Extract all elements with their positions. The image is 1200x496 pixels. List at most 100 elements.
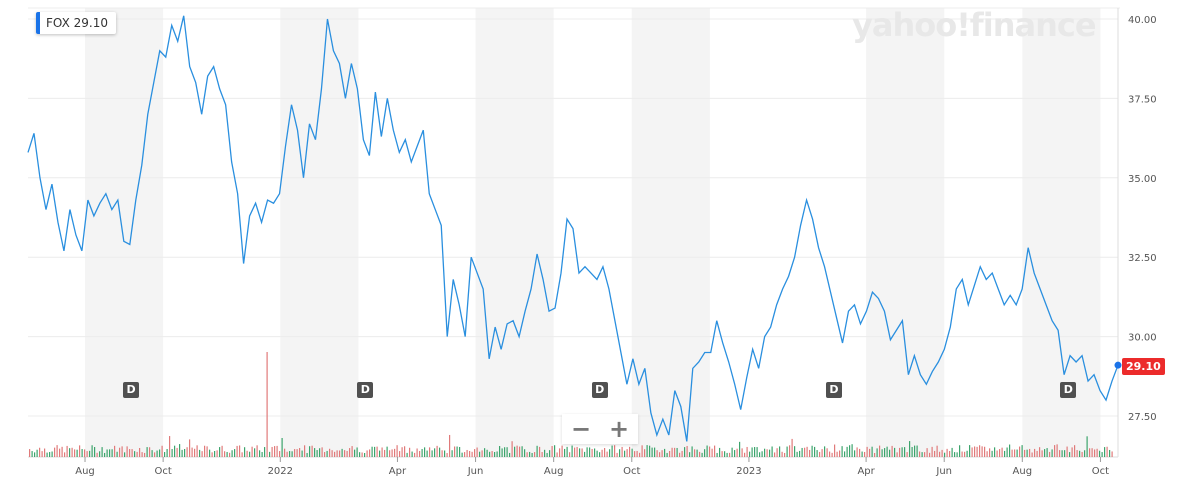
- volume-bar: [531, 452, 533, 457]
- volume-bar: [501, 448, 503, 457]
- volume-bar: [486, 449, 488, 457]
- volume-bar: [991, 450, 993, 457]
- volume-bar: [744, 452, 746, 457]
- volume-bar: [64, 452, 66, 457]
- volume-bar: [316, 450, 318, 457]
- volume-bar: [89, 450, 91, 457]
- dividend-marker[interactable]: D: [1060, 382, 1077, 398]
- volume-bar: [674, 447, 676, 457]
- volume-bar: [754, 447, 756, 457]
- volume-bar: [211, 452, 213, 457]
- dividend-marker[interactable]: D: [357, 382, 374, 398]
- volume-bar: [779, 446, 781, 457]
- volume-bar: [791, 438, 793, 457]
- zoom-in-button[interactable]: +: [608, 415, 630, 443]
- volume-bar: [311, 445, 313, 457]
- volume-bar: [536, 445, 538, 457]
- volume-bar: [864, 451, 866, 457]
- volume-bar: [176, 447, 178, 457]
- volume-bar: [839, 450, 841, 457]
- volume-bar: [326, 450, 328, 457]
- volume-bar: [804, 447, 806, 457]
- volume-bar: [844, 451, 846, 457]
- volume-bar: [966, 450, 968, 457]
- volume-bar: [981, 446, 983, 457]
- volume-bar: [44, 448, 46, 457]
- volume-bar: [606, 451, 608, 457]
- volume-bar: [221, 445, 223, 457]
- volume-bar: [281, 438, 283, 457]
- volume-bar: [1031, 452, 1033, 457]
- volume-bar: [159, 449, 161, 457]
- volume-bar: [1084, 450, 1086, 457]
- volume-bar: [581, 448, 583, 457]
- volume-bar: [309, 446, 311, 457]
- volume-bar: [241, 452, 243, 457]
- volume-bar: [224, 451, 226, 457]
- dividend-marker[interactable]: D: [123, 382, 140, 398]
- volume-bar: [54, 447, 56, 457]
- volume-bar: [334, 451, 336, 457]
- volume-bar: [71, 447, 73, 457]
- volume-bar: [151, 450, 153, 457]
- volume-bar: [524, 449, 526, 457]
- volume-bar: [619, 449, 621, 457]
- volume-bar: [1024, 449, 1026, 457]
- volume-bar: [546, 452, 548, 457]
- volume-bar: [499, 446, 501, 457]
- volume-bar: [256, 445, 258, 457]
- volume-bar: [51, 451, 53, 457]
- x-tick-label: Apr: [857, 466, 875, 477]
- volume-bar: [231, 450, 233, 457]
- volume-bar: [721, 451, 723, 457]
- volume-bar: [361, 452, 363, 457]
- price-line: [27, 15, 1119, 442]
- volume-bar: [351, 446, 353, 457]
- volume-bar: [554, 445, 556, 457]
- volume-bar: [1016, 449, 1018, 457]
- volume-bar: [529, 451, 531, 457]
- volume-bar: [726, 452, 728, 457]
- volume-bar: [974, 446, 976, 457]
- volume-bar: [836, 451, 838, 457]
- y-tick-label: 30.00: [1128, 333, 1157, 344]
- volume-bar: [689, 452, 691, 457]
- volume-bar: [789, 445, 791, 457]
- volume-bar: [374, 446, 376, 457]
- zoom-out-button[interactable]: −: [570, 415, 592, 443]
- volume-bar: [849, 445, 851, 457]
- volume-bar: [771, 446, 773, 457]
- volume-bar: [421, 449, 423, 457]
- volume-bar: [196, 445, 198, 457]
- period-band: [280, 8, 359, 457]
- volume-bar: [811, 445, 813, 457]
- volume-bar: [709, 446, 711, 457]
- volume-bar: [739, 441, 741, 457]
- volume-bar: [1039, 447, 1041, 457]
- volume-bar: [886, 446, 888, 457]
- volume-bar: [634, 451, 636, 457]
- volume-bar: [1029, 448, 1031, 457]
- volume-bar: [929, 452, 931, 457]
- volume-bar: [341, 448, 343, 457]
- dividend-marker[interactable]: D: [591, 382, 608, 398]
- volume-bar: [1099, 450, 1101, 457]
- volume-bar: [639, 452, 641, 457]
- ticker-legend[interactable]: FOX 29.10: [36, 12, 116, 34]
- volume-bar: [99, 451, 101, 457]
- volume-bar: [411, 451, 413, 457]
- volume-bar: [859, 448, 861, 457]
- volume-bar: [104, 452, 106, 457]
- volume-bar: [206, 446, 208, 457]
- volume-bar: [446, 452, 448, 457]
- volume-bar: [144, 452, 146, 457]
- volume-bar: [906, 452, 908, 457]
- volume-bar: [799, 450, 801, 457]
- volume-bar: [511, 441, 513, 457]
- volume-bar: [296, 449, 298, 457]
- volume-bar: [314, 448, 316, 457]
- dividend-marker[interactable]: D: [825, 382, 842, 398]
- volume-bar: [106, 449, 108, 457]
- volume-bar: [776, 448, 778, 457]
